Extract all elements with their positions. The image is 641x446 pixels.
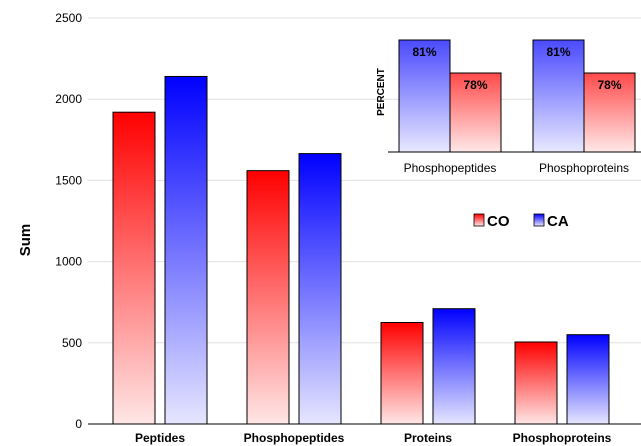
bar-co-proteins <box>380 322 424 425</box>
inset-value-label: 81% <box>546 45 570 59</box>
inset-chart: PERCENT 81%78%81%78% Phosphopeptides Phos… <box>376 39 641 175</box>
bar-co-phosphopeptides <box>246 170 290 425</box>
bar-ca-proteins <box>432 308 476 425</box>
y-axis-label: Sum <box>17 224 34 257</box>
bar-co-peptides <box>112 111 156 425</box>
y-tick-label: 1500 <box>55 173 82 187</box>
bar-ca-peptides <box>164 75 208 425</box>
legend-swatch-co <box>473 213 485 227</box>
bar-co-phosphoproteins <box>514 341 558 425</box>
inset-y-axis-label: PERCENT <box>376 68 387 116</box>
x-category-label: Peptides <box>135 431 185 445</box>
x-category-label: Proteins <box>404 431 452 445</box>
y-tick-label: 1000 <box>55 255 82 269</box>
y-axis-ticks: 0 500 1000 1500 2000 2500 <box>55 11 82 431</box>
inset-value-label: 78% <box>463 78 487 92</box>
y-tick-label: 2500 <box>55 11 82 25</box>
bar-ca-phosphoproteins <box>566 334 610 425</box>
inset-bar-co-phosphoproteins <box>583 72 636 153</box>
x-category-label: Phosphoproteins <box>513 431 612 445</box>
legend-label-co: CO <box>487 213 510 230</box>
bar-ca-phosphopeptides <box>298 153 342 425</box>
inset-category-label: Phosphoproteins <box>539 161 629 175</box>
legend-label-ca: CA <box>547 213 569 230</box>
x-category-label: Phosphopeptides <box>244 431 345 445</box>
inset-value-label: 78% <box>597 78 621 92</box>
inset-category-label: Phosphopeptides <box>404 161 497 175</box>
inset-value-label: 81% <box>412 45 436 59</box>
legend-swatch-ca <box>533 213 545 227</box>
y-tick-label: 0 <box>75 417 82 431</box>
y-tick-label: 500 <box>62 336 82 350</box>
bars <box>112 75 610 425</box>
x-axis-categories: Peptides Phosphopeptides Proteins Phosphopr… <box>135 431 612 445</box>
y-tick-label: 2000 <box>55 92 82 106</box>
legend: CO CA <box>473 213 569 230</box>
inset-bar-co-phosphopeptides <box>449 72 502 153</box>
inset-bars: 81% 78% 81% 78% <box>398 39 636 153</box>
inset-bar-ca-phosphoproteins <box>532 39 585 153</box>
inset-categories: Phosphopeptides Phosphoproteins <box>404 161 629 175</box>
